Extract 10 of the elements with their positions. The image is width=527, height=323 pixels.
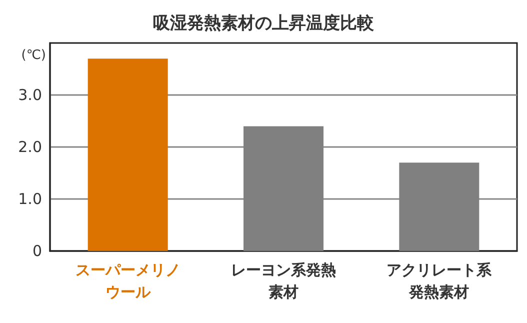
- y-tick-label: 2.0: [18, 138, 42, 156]
- x-tick-label: アクリレート系発熱素材: [386, 261, 493, 301]
- y-tick-label: 0: [32, 242, 42, 260]
- chart-title: 吸湿発熱素材の上昇温度比較: [153, 14, 375, 34]
- x-tick-label: レーヨン系発熱素材: [231, 261, 336, 301]
- bar: [88, 58, 168, 251]
- y-tick-label: 3.0: [18, 86, 42, 104]
- y-axis-title: (℃): [21, 48, 46, 63]
- y-tick-label: 1.0: [18, 190, 42, 208]
- x-tick-label: スーパーメリノウール: [75, 261, 180, 301]
